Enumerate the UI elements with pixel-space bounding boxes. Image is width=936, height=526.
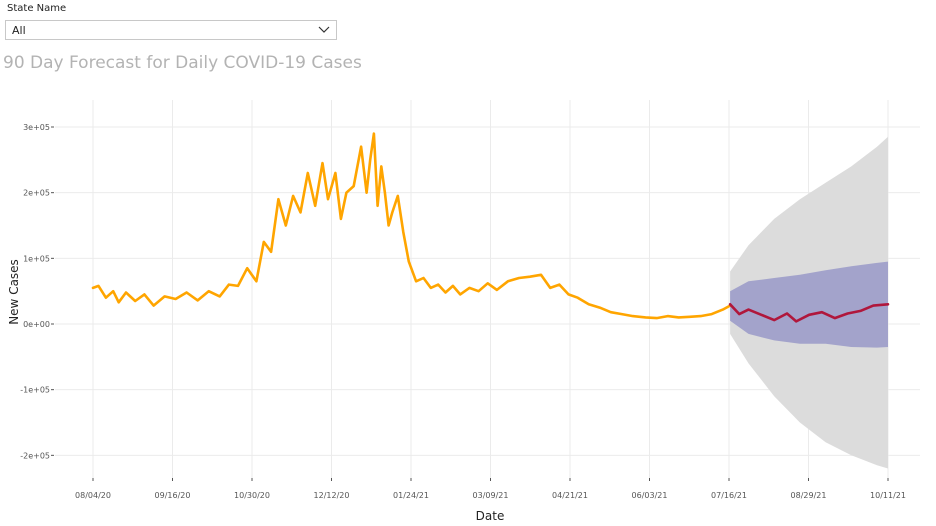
state-filter-value: All — [12, 24, 26, 37]
history-line — [91, 132, 732, 320]
y-tick-label: 1e+05 — [23, 254, 50, 263]
y-axis-title: New Cases — [7, 259, 21, 325]
x-tick-label: 10/30/20 — [234, 491, 270, 500]
forecast-bands — [730, 136, 888, 469]
state-filter-dropdown[interactable]: All — [5, 20, 337, 40]
x-tick-label: 07/16/21 — [711, 491, 747, 500]
x-axis: 08/04/20 09/16/20 10/30/20 12/12/20 01/24/21… — [75, 478, 906, 500]
y-axis: 3e+05 2e+05 1e+05 0e+00 -1e+05 -2e+05 — [20, 123, 54, 460]
x-axis-title: Date — [476, 509, 505, 523]
chart-title: 90 Day Forecast for Daily COVID-19 Cases — [3, 53, 362, 73]
x-tick-label: 08/04/20 — [75, 491, 111, 500]
x-tick-label: 10/11/21 — [870, 491, 906, 500]
x-tick-label: 08/29/21 — [791, 491, 827, 500]
y-tick-label: 3e+05 — [23, 123, 50, 132]
y-tick-label: 2e+05 — [23, 189, 50, 198]
x-tick-label: 03/09/21 — [473, 491, 509, 500]
x-tick-label: 09/16/20 — [155, 491, 191, 500]
x-tick-label: 01/24/21 — [393, 491, 429, 500]
y-tick-label: 0e+00 — [23, 320, 50, 329]
series-lines — [91, 132, 890, 323]
forecast-line — [728, 303, 890, 323]
x-tick-label: 04/21/21 — [552, 491, 588, 500]
y-tick-label: -2e+05 — [20, 451, 50, 460]
inner-confidence-band — [730, 261, 888, 348]
state-filter-label: State Name — [7, 3, 67, 14]
x-tick-label: 12/12/20 — [314, 491, 350, 500]
y-tick-label: -1e+05 — [20, 386, 50, 395]
x-tick-label: 06/03/21 — [632, 491, 668, 500]
chevron-down-icon — [318, 26, 330, 33]
